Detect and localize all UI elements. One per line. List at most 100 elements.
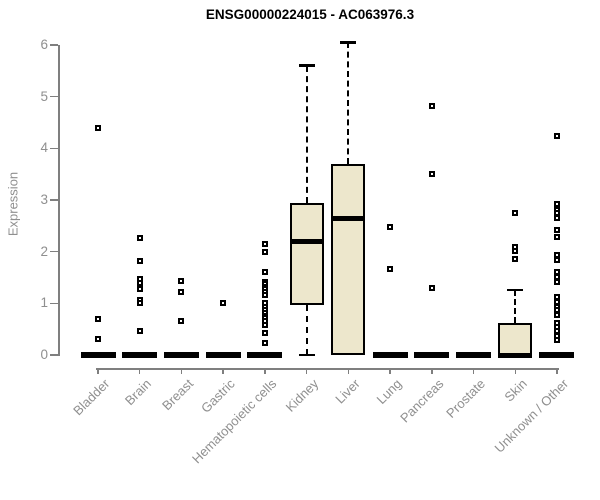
y-axis-tick xyxy=(50,199,58,201)
median-line xyxy=(289,238,324,244)
x-axis-tick xyxy=(138,368,141,374)
collapsed-box-bar xyxy=(205,352,241,358)
outlier-point xyxy=(136,279,143,286)
x-axis-tick xyxy=(97,368,99,374)
y-axis-line xyxy=(58,44,60,357)
x-category-label-text: Gastric xyxy=(198,376,238,416)
y-tick-label: 1 xyxy=(40,295,48,311)
x-axis-tick xyxy=(389,368,391,374)
outlier-point xyxy=(553,251,560,258)
outlier-point xyxy=(553,279,560,286)
outlier-point xyxy=(553,307,560,314)
x-category-label-text: Lung xyxy=(373,376,405,408)
lower-whisker xyxy=(305,304,308,355)
y-tick-label: 3 xyxy=(40,191,48,207)
box-iqr xyxy=(331,163,366,355)
outlier-point xyxy=(428,284,435,291)
box-iqr xyxy=(289,202,324,305)
box-iqr xyxy=(498,322,533,355)
outlier-point xyxy=(553,201,560,208)
x-category-label-text: Brain xyxy=(122,376,155,409)
outlier-point xyxy=(95,336,101,343)
outlier-point xyxy=(387,266,394,273)
y-axis-tick xyxy=(50,95,58,98)
collapsed-box-bar xyxy=(414,352,450,358)
upper-whisker-cap xyxy=(340,41,357,44)
outlier-point xyxy=(553,132,560,139)
outlier-point xyxy=(512,255,519,262)
x-category-label-text: Skin xyxy=(501,376,530,405)
outlier-point xyxy=(136,285,143,292)
y-axis-tick xyxy=(50,44,58,46)
x-axis-tick xyxy=(514,368,517,374)
chart-title: ENSG00000224015 - AC063976.3 xyxy=(205,7,415,22)
outlier-point xyxy=(136,257,143,264)
collapsed-box-bar xyxy=(372,352,408,358)
upper-whisker-cap xyxy=(298,64,315,67)
outlier-point xyxy=(178,278,185,285)
x-axis-tick xyxy=(347,368,350,374)
outlier-point xyxy=(428,102,435,109)
collapsed-box-bar xyxy=(247,352,283,358)
outlier-point xyxy=(220,299,227,306)
x-axis-line xyxy=(96,368,559,370)
outlier-point xyxy=(553,234,560,241)
outlier-point xyxy=(553,268,560,275)
outlier-point xyxy=(553,294,560,301)
outlier-point xyxy=(261,240,268,247)
x-category-label-text: Bladder xyxy=(70,376,113,419)
collapsed-box-bar xyxy=(80,352,116,358)
x-category-label-text: Kidney xyxy=(282,376,322,415)
outlier-point xyxy=(136,234,143,241)
x-axis-tick xyxy=(305,368,308,374)
outlier-point xyxy=(136,300,143,307)
outlier-point xyxy=(95,124,101,131)
outlier-point xyxy=(261,291,268,298)
x-category-label-text: Pancreas xyxy=(396,376,447,426)
outlier-point xyxy=(178,288,185,295)
y-axis-tick xyxy=(50,354,58,356)
lower-whisker-cap xyxy=(298,353,315,357)
outlier-point xyxy=(553,209,560,216)
collapsed-box-bar xyxy=(539,352,575,358)
outlier-point xyxy=(136,328,143,335)
y-axis-tick xyxy=(50,302,58,305)
outlier-point xyxy=(95,315,101,322)
outlier-point xyxy=(428,171,435,178)
outlier-point xyxy=(553,312,560,319)
outlier-point xyxy=(178,318,185,325)
upper-whisker xyxy=(514,289,517,323)
x-axis-tick xyxy=(222,368,224,374)
outlier-point xyxy=(512,209,519,216)
y-tick-label: 2 xyxy=(40,243,48,259)
upper-whisker xyxy=(305,65,308,203)
outlier-point xyxy=(553,337,560,344)
collapsed-box-bar xyxy=(163,352,199,358)
y-axis-title: Expression xyxy=(5,171,21,237)
median-line xyxy=(498,352,533,358)
outlier-point xyxy=(387,223,394,230)
outlier-point xyxy=(261,322,268,329)
outlier-point xyxy=(261,340,268,347)
collapsed-box-bar xyxy=(122,352,158,358)
outlier-point xyxy=(512,247,519,254)
upper-whisker xyxy=(347,42,350,164)
upper-whisker-cap xyxy=(507,288,524,292)
x-category-label-text: Prostate xyxy=(443,376,489,421)
x-axis-tick xyxy=(431,368,433,374)
x-axis-tick xyxy=(264,368,266,374)
y-tick-label: 5 xyxy=(40,88,48,104)
x-category-label-text: Unknown / Other xyxy=(492,376,572,456)
x-axis-tick xyxy=(180,368,183,374)
x-axis-tick xyxy=(556,368,558,374)
x-category-label-text: Liver xyxy=(332,376,363,407)
outlier-point xyxy=(553,215,560,222)
outlier-point xyxy=(261,269,268,276)
y-axis-tick xyxy=(50,250,58,253)
x-axis-tick xyxy=(472,368,475,374)
outlier-point xyxy=(261,249,268,256)
y-tick-label: 4 xyxy=(40,140,48,156)
outlier-point xyxy=(553,226,560,233)
y-axis-tick xyxy=(50,147,58,150)
